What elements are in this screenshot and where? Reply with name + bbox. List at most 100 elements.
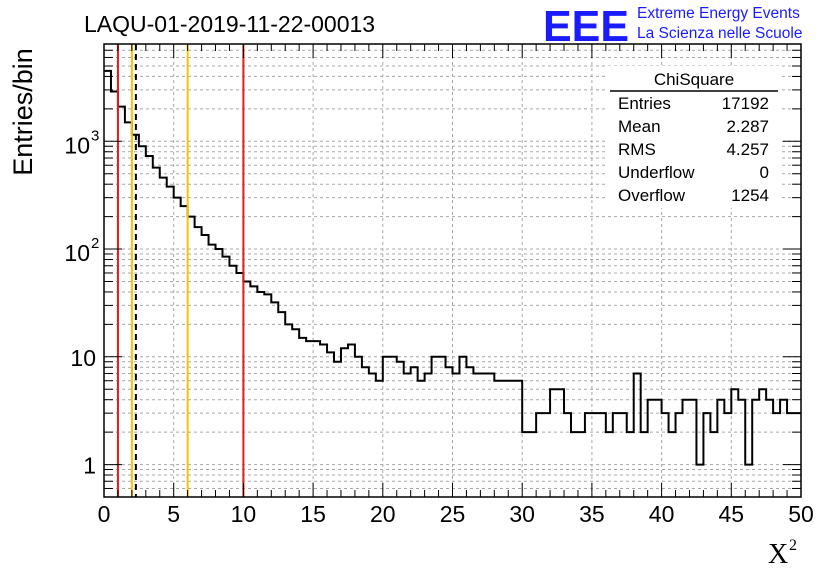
histogram-outline [104,69,801,466]
stats-label: Mean [618,117,661,136]
eee-logo: EEE Extreme Energy Events La Scienza nel… [543,2,802,51]
stats-label: Underflow [618,163,695,182]
histogram-bin [585,413,592,497]
histogram-bin [362,367,369,497]
histogram-bin [146,156,153,497]
histogram-bin [292,329,299,497]
histogram-bin [209,245,216,497]
histogram-bin [466,367,473,497]
histogram-bin [195,227,202,497]
histogram-bin [683,400,690,497]
stats-label: Entries [618,94,671,113]
histogram-bin [459,357,466,497]
histogram-bin [285,324,292,497]
histogram-bin [355,357,362,497]
histogram-bin [174,198,181,497]
histogram-bin [731,389,738,497]
stats-box: ChiSquare Entries 17192 Mean 2.287 RMS 4.257 U… [608,66,780,208]
x-tick-label: 25 [440,501,466,527]
histogram-bin [501,381,508,497]
stats-value: 17192 [722,94,769,113]
stats-value: 4.257 [726,140,769,159]
y-tick-label: 1 [83,453,96,479]
histogram-bin [104,71,111,497]
histogram-bin [250,286,257,497]
y-tick-label-exponent: 2 [91,235,99,252]
stats-value: 1254 [731,186,769,205]
histogram-bin [738,400,745,497]
histogram-bin [278,312,285,497]
y-tick-label-exponent: 3 [91,127,99,144]
histogram-bin [299,338,306,497]
histogram-bin [480,374,487,497]
histogram-bin [648,400,655,497]
x-tick-label: 5 [167,501,180,527]
histogram-bin [487,374,494,497]
histogram-bin [543,413,550,497]
eee-logo-mark: EEE [543,2,629,51]
stats-label: Overflow [618,186,686,205]
x-tick-label: 45 [719,501,745,527]
histogram-bin [139,146,146,497]
x-tick-label: 20 [370,501,396,527]
x-tick-label: 0 [98,501,111,527]
histogram-bin [369,374,376,497]
histogram-bin [794,413,801,497]
histogram-bin [557,389,564,497]
histogram-bin [341,348,348,497]
histogram-bin [766,400,773,497]
histogram-bin [257,292,264,497]
x-tick-label: 40 [649,501,675,527]
stats-box-background [608,66,780,208]
histogram-bin [473,374,480,497]
y-tick-label-base: 10 [64,240,90,266]
histogram-bin [703,413,710,497]
histogram-bin [383,357,390,497]
histogram-bin [390,357,397,497]
histogram-bin [376,381,383,497]
histogram-bin [327,352,334,497]
x-tick-label: 50 [788,501,814,527]
histogram-bin [571,432,578,497]
histogram-bin [745,465,752,497]
x-tick-label: 35 [579,501,605,527]
logo-line2: La Scienza nelle Scuole [637,25,802,42]
histogram-bin [271,302,278,497]
x-tick-label: 10 [231,501,257,527]
x-axis-label: X 2 [768,537,797,570]
histogram-bin [425,374,432,497]
histogram-bin [710,432,717,497]
histogram-bin [348,345,355,497]
histogram-bin [404,374,411,497]
logo-line1: Extreme Energy Events [637,5,800,22]
histogram-bin [655,400,662,497]
histogram-bin [313,341,320,497]
histogram-bin [236,273,243,497]
histogram-bin [453,374,460,497]
stats-rows: Entries 17192 Mean 2.287 RMS 4.257 Underflow 0 O… [618,94,769,205]
histogram-bin [773,413,780,497]
histogram-bin [522,432,529,497]
histogram-bin [264,294,271,497]
histogram-bin [216,249,223,497]
histogram-bin [641,432,648,497]
histogram-bin [111,91,118,497]
histogram-bin [529,432,536,497]
histogram-bin [494,381,501,497]
reference-lines [116,44,245,497]
histogram-bin [446,367,453,497]
axis-ticks [103,43,802,498]
histogram-bin [439,357,446,497]
histogram-bin [118,107,125,497]
histogram-bin [613,413,620,497]
y-tick-label-base: 10 [64,132,90,158]
histogram-bin [181,206,188,497]
histogram-bin [306,341,313,497]
x-tick-label: 30 [509,501,535,527]
histogram-bin [397,362,404,497]
histogram-bin [724,413,731,497]
histogram-bin [202,235,209,497]
histogram-bin [153,168,160,497]
y-axis-label: Entries/bin [8,48,38,176]
